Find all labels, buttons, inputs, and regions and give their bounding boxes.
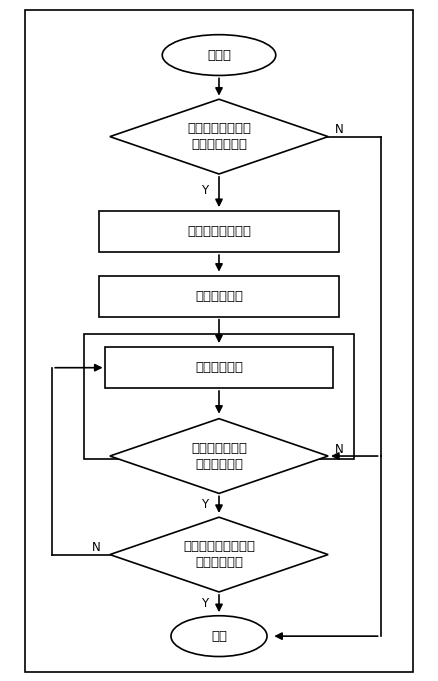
FancyBboxPatch shape: [99, 276, 339, 317]
Polygon shape: [110, 419, 328, 494]
Text: 目标小区选择: 目标小区选择: [195, 290, 243, 303]
Text: 当前小区是否为
虚拟过载状态: 当前小区是否为 虚拟过载状态: [191, 441, 247, 471]
FancyBboxPatch shape: [106, 347, 332, 388]
Text: 结束: 结束: [211, 630, 227, 643]
Text: 检测当前小区是否
虚拟高负载状态: 检测当前小区是否 虚拟高负载状态: [187, 122, 251, 151]
Ellipse shape: [171, 616, 267, 656]
Text: Y: Y: [201, 185, 208, 197]
Text: N: N: [335, 123, 343, 136]
FancyBboxPatch shape: [25, 10, 413, 672]
Polygon shape: [110, 99, 328, 174]
FancyBboxPatch shape: [99, 211, 339, 252]
Text: N: N: [335, 443, 343, 456]
Text: 初始化: 初始化: [207, 48, 231, 61]
Text: 执行负载转移: 执行负载转移: [195, 361, 243, 374]
Text: Y: Y: [201, 597, 208, 610]
Text: 目标邻居小区是否为
虚拟过载状态: 目标邻居小区是否为 虚拟过载状态: [183, 540, 255, 569]
Text: N: N: [92, 541, 101, 554]
Text: Y: Y: [201, 498, 208, 511]
Polygon shape: [110, 517, 328, 592]
Text: 获取目标邻区列表: 获取目标邻区列表: [187, 225, 251, 238]
Ellipse shape: [162, 35, 276, 76]
